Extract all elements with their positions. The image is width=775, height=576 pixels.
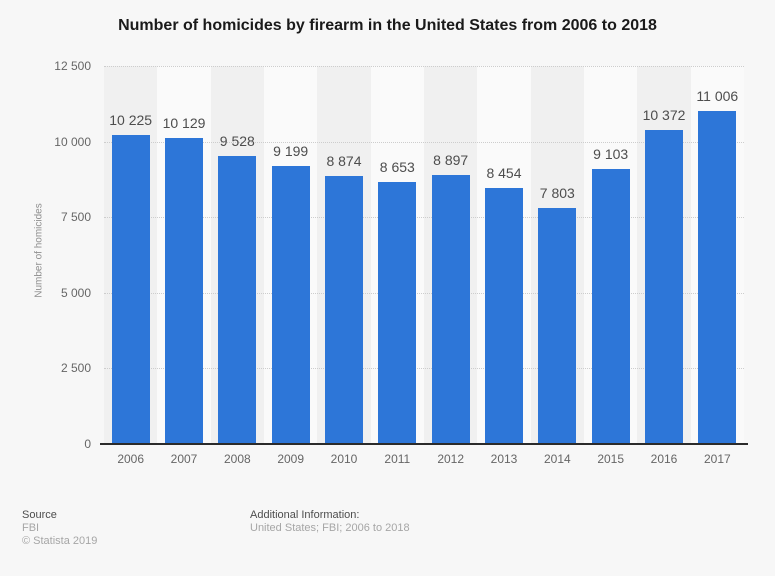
bar-value-label-2010: 8 874 xyxy=(326,152,362,169)
gridline xyxy=(104,292,744,294)
source-block: Source FBI © Statista 2019 xyxy=(22,509,97,548)
bar-2016[interactable] xyxy=(645,130,683,444)
bar-value-label-2015: 9 103 xyxy=(593,145,629,162)
x-tick-label-2014: 2014 xyxy=(543,452,571,466)
bar-value-label-2017: 11 006 xyxy=(696,88,739,105)
source-label: Source xyxy=(22,509,57,521)
bar-2007[interactable] xyxy=(165,137,203,444)
x-tick-label-2007: 2007 xyxy=(170,452,198,466)
y-axis-tick-labels: 0 2 500 5 000 7 500 10 000 12 500 xyxy=(0,59,91,451)
gridline xyxy=(104,217,744,219)
bar-value-label-2012: 8 897 xyxy=(433,151,469,168)
additional-info-value: United States; FBI; 2006 to 2018 xyxy=(250,522,410,534)
y-tick-label-0: 0 xyxy=(84,437,91,451)
y-tick-label-7 500: 7 500 xyxy=(60,210,91,225)
gridline xyxy=(104,368,744,370)
gridline xyxy=(104,141,744,143)
x-tick-label-2013: 2013 xyxy=(490,452,518,466)
x-tick-label-2006: 2006 xyxy=(117,452,145,466)
x-tick-label-2015: 2015 xyxy=(597,452,625,466)
additional-info-block: Additional Information: United States; F… xyxy=(250,509,410,535)
bar-2009[interactable] xyxy=(271,165,310,444)
chart-title: Number of homicides by firearm in the Un… xyxy=(118,17,657,34)
y-tick-label-2 500: 2 500 xyxy=(60,361,91,376)
bar-2014[interactable] xyxy=(538,208,577,444)
bar-2012[interactable] xyxy=(431,174,470,444)
plot-area: 10 225 2006 10 129 2007 9 528 2008 9 199 2009 8 … xyxy=(100,66,748,466)
bar-2015[interactable] xyxy=(591,168,630,444)
bar-2017[interactable] xyxy=(698,111,737,444)
bar-value-label-2009: 9 199 xyxy=(273,142,309,159)
bar-value-label-2008: 9 528 xyxy=(219,132,255,149)
x-tick-label-2017: 2017 xyxy=(703,452,731,466)
x-tick-label-2016: 2016 xyxy=(650,452,678,466)
bar-value-label-2011: 8 653 xyxy=(379,159,415,176)
bar-2013[interactable] xyxy=(485,188,523,444)
additional-info-label: Additional Information: xyxy=(250,509,360,521)
bar-2006[interactable] xyxy=(111,134,150,444)
bar-2011[interactable] xyxy=(378,182,417,444)
x-tick-label-2008: 2008 xyxy=(223,452,251,466)
y-tick-label-5 000: 5 000 xyxy=(60,285,91,300)
x-axis-line xyxy=(100,443,748,445)
x-tick-label-2009: 2009 xyxy=(277,452,305,466)
gridline xyxy=(104,66,744,67)
bar-2010[interactable] xyxy=(325,175,363,444)
bar-value-label-2014: 7 803 xyxy=(539,185,575,202)
copyright-notice: © Statista 2019 xyxy=(22,535,98,547)
bar-value-label-2013: 8 454 xyxy=(486,165,522,182)
x-tick-label-2012: 2012 xyxy=(437,452,465,466)
bar-value-label-2016: 10 372 xyxy=(642,107,686,124)
source-value: FBI xyxy=(22,522,40,534)
bar-value-label-2006: 10 225 xyxy=(109,111,153,128)
bar-value-label-2007: 10 129 xyxy=(162,114,206,131)
x-tick-label-2011: 2011 xyxy=(384,452,411,466)
y-tick-label-10 000: 10 000 xyxy=(54,134,91,149)
bar-2008[interactable] xyxy=(218,155,257,444)
y-tick-label-12 500: 12 500 xyxy=(54,59,91,73)
x-tick-label-2010: 2010 xyxy=(330,452,358,466)
